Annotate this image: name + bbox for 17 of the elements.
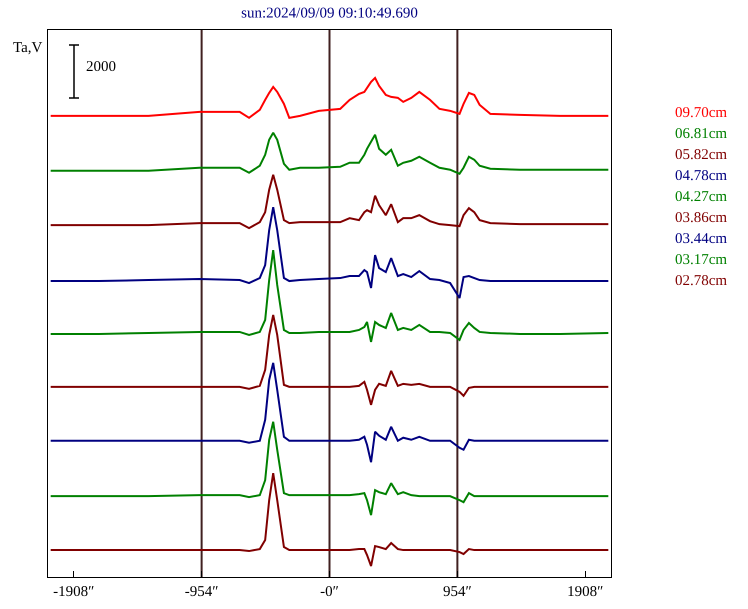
x-tick-label: 1908″ <box>567 584 604 600</box>
x-tick-label: -1908″ <box>53 584 94 600</box>
text: 05.82cm <box>675 147 728 163</box>
text: 02.78cm <box>675 273 728 289</box>
y-axis-title: Ta,V <box>13 40 43 56</box>
text: 06.81cm <box>675 126 728 142</box>
text: 2000 <box>86 59 116 75</box>
x-tick-label: 954″ <box>443 584 472 600</box>
text: 03.86cm <box>675 210 728 226</box>
chart-title: sun:2024/09/09 09:10:49.690 <box>241 5 418 22</box>
x-tick-label: -0″ <box>320 584 339 600</box>
text: 03.44cm <box>675 231 728 247</box>
text: 09.70cm <box>675 105 728 121</box>
text: 03.17cm <box>675 252 728 268</box>
text: 04.27cm <box>675 189 728 205</box>
x-tick-label: -954″ <box>184 584 218 600</box>
text: 04.78cm <box>675 168 728 184</box>
